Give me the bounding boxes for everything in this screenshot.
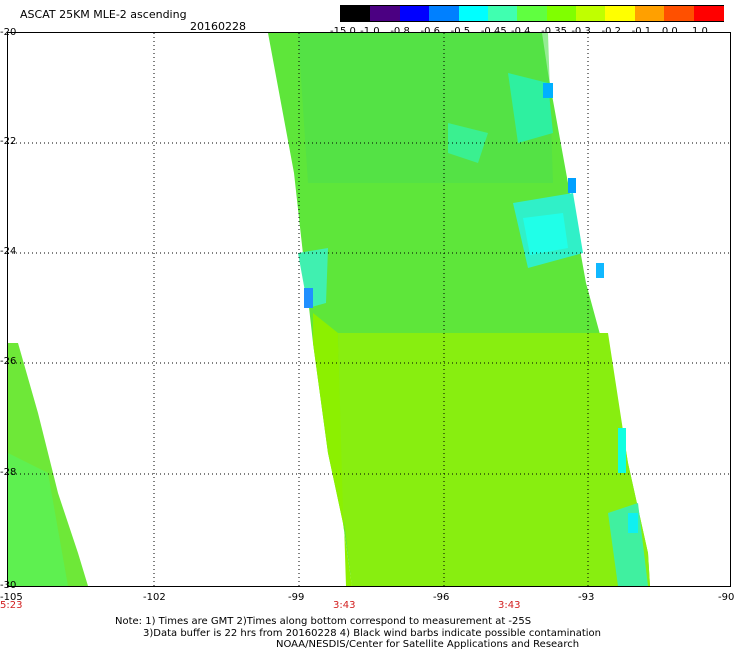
lat-label: -26 bbox=[0, 356, 17, 367]
note-line-1: Note: 1) Times are GMT 2)Times along bot… bbox=[115, 616, 532, 627]
lon-label: -90 bbox=[718, 592, 735, 603]
swath-left bbox=[8, 343, 88, 586]
lon-label: -105 bbox=[0, 592, 23, 603]
colorbar-segment bbox=[370, 6, 401, 21]
colorbar-segment bbox=[605, 6, 636, 21]
lon-label: -102 bbox=[143, 592, 166, 603]
colorbar-label: -0.45 bbox=[481, 26, 507, 37]
colorbar-label: -0.2 bbox=[602, 26, 622, 37]
colorbar-segment bbox=[487, 6, 519, 21]
time-label: 3:43 bbox=[498, 600, 521, 611]
colorbar-segment bbox=[399, 6, 431, 21]
colorbar-label: -0.3 bbox=[571, 26, 591, 37]
lat-label: -22 bbox=[0, 136, 17, 147]
colorbar-label: -0.35 bbox=[541, 26, 567, 37]
colorbar-segment bbox=[517, 6, 548, 21]
time-label: 3:43 bbox=[333, 600, 356, 611]
colorbar-label: 1.0 bbox=[692, 26, 708, 37]
lat-label: -20 bbox=[0, 27, 17, 38]
colorbar-label: -0.4 bbox=[511, 26, 531, 37]
colorbar-segment bbox=[693, 6, 724, 21]
colorbar-label: -0.5 bbox=[451, 26, 471, 37]
colorbar-segment bbox=[576, 6, 607, 21]
lon-label: -96 bbox=[433, 592, 450, 603]
colorbar-segment bbox=[664, 6, 695, 21]
colorbar-label: -0.8 bbox=[390, 26, 410, 37]
colorbar-label: -0.6 bbox=[421, 26, 441, 37]
lat-label: -24 bbox=[0, 246, 17, 257]
note-line-2: 3)Data buffer is 22 hrs from 20160228 4)… bbox=[143, 628, 601, 639]
colorbar-label: -0.1 bbox=[632, 26, 652, 37]
note-line-3: NOAA/NESDIS/Center for Satellite Applica… bbox=[276, 639, 580, 650]
colorbar-label: -1.0 bbox=[360, 26, 380, 37]
lon-label: -99 bbox=[288, 592, 305, 603]
colorbar-segment bbox=[429, 6, 460, 21]
lat-label: -28 bbox=[0, 467, 17, 478]
colorbar-label: 0.0 bbox=[662, 26, 678, 37]
colorbar-label: -15.0 bbox=[330, 26, 356, 37]
lon-label: -93 bbox=[578, 592, 595, 603]
lat-label: -30 bbox=[0, 580, 17, 591]
colorbar-segment bbox=[458, 6, 489, 21]
swath-map bbox=[8, 33, 730, 586]
time-label: 5:23 bbox=[0, 600, 23, 611]
map-plot-area bbox=[7, 32, 731, 587]
grid-lines bbox=[8, 33, 730, 586]
colorbar-segment bbox=[634, 6, 666, 21]
colorbar bbox=[340, 5, 724, 22]
map-title: ASCAT 25KM MLE-2 ascending bbox=[20, 8, 187, 21]
colorbar-segment bbox=[546, 6, 578, 21]
swath-main bbox=[264, 33, 650, 586]
colorbar-segment bbox=[341, 6, 372, 21]
map-date: 20160228 bbox=[190, 20, 246, 33]
